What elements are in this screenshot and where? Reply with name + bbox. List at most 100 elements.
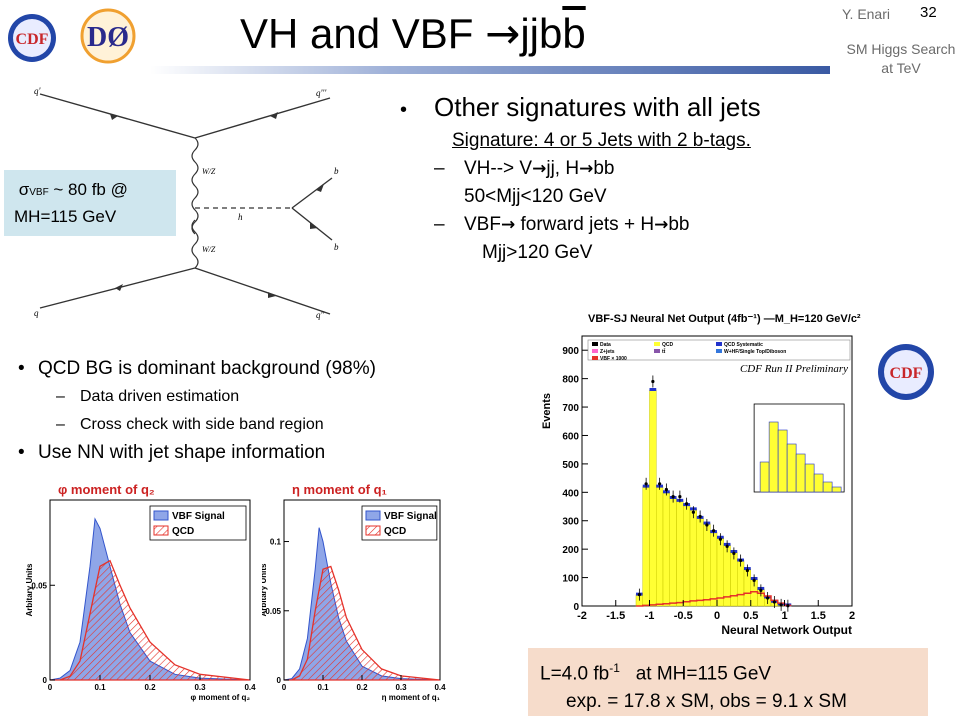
y-axis-label: Arbitary Units: [262, 563, 268, 616]
y-tick-label: 300: [562, 517, 579, 528]
sigma-symbol: σ: [18, 180, 30, 199]
label-b-2: b: [334, 242, 339, 252]
bar-qcd: [683, 504, 691, 607]
feynman-diagram: q' q''' W/Z h b b W/Z q q'': [34, 86, 339, 320]
inset-bar: [768, 421, 779, 493]
chart-title: η moment of q₁: [292, 482, 387, 497]
sub-bullet-vh: – VH--> V→jj, H→bb: [434, 158, 615, 179]
x-tick-label: 0.1: [317, 683, 329, 692]
series-qcd: [284, 565, 441, 681]
y-tick-label: 200: [562, 545, 579, 556]
quark-line-out-top: [194, 97, 331, 139]
legend-label-qcd: QCD: [384, 526, 406, 537]
x-tick-label: -0.5: [674, 610, 693, 622]
y-axis-label: Events: [541, 393, 553, 429]
x-tick-label: 0: [714, 610, 720, 622]
bullet-other-signatures: • Other signatures with all jets: [400, 92, 761, 122]
legend-label: VBF × 1000: [600, 356, 627, 362]
bar-qcd: [689, 509, 697, 607]
x-tick-label: 0.5: [743, 610, 758, 622]
sigma-subscript: VBF: [29, 187, 49, 198]
legend-swatch-vbf: [153, 510, 169, 521]
y-tick-label: 0: [43, 676, 48, 685]
arrow-icon: →: [532, 159, 547, 179]
legend-swatch: [592, 356, 598, 360]
inset-bar: [822, 481, 833, 493]
right-bullet-list: • Other signatures with all jets Signatur…: [400, 90, 920, 267]
bar-qcd: [737, 560, 745, 607]
series-qcd: [50, 559, 251, 681]
y-tick-label: 700: [562, 403, 579, 414]
x-tick-label: 0.4: [434, 683, 446, 692]
bullet-use-nn: Use NN with jet shape information: [14, 439, 494, 467]
y-tick-label: 100: [562, 574, 579, 585]
legend-label: Z+jets: [600, 349, 615, 355]
cdf-logo-small-text: CDF: [890, 365, 923, 382]
bar-qcd: [642, 486, 650, 607]
x-tick-label: 1: [781, 610, 787, 622]
y-tick-label: 0: [573, 602, 579, 613]
x-tick-label: -1.5: [606, 610, 625, 622]
sigma-line-2: MH=115 GeV: [14, 207, 117, 226]
chart-title: φ moment of q₂: [58, 482, 155, 497]
sub-bullet-cross-check: Cross check with side band region: [14, 411, 494, 439]
label-q: q: [34, 308, 39, 318]
inset-bar: [777, 429, 788, 493]
page-number: 32: [920, 4, 937, 21]
legend-swatch-qcd: [365, 525, 381, 536]
x-axis-label: φ moment of q₂: [191, 693, 251, 702]
inset-bar: [786, 443, 797, 493]
bar-qcd: [656, 486, 664, 607]
x-tick-label: 0: [282, 683, 287, 692]
nn-output-plot: -2 -1.5 -1 -0.5 0 0.5 1 1.5 2 0 100 200 300 400 500 600…: [541, 313, 861, 637]
sigma-rest: ~ 80 fb @: [48, 180, 128, 199]
bar-qcd: [716, 537, 724, 607]
bar-qcd: [703, 523, 711, 607]
title-bbar: b: [562, 10, 586, 57]
d0-logo-text: DØ: [87, 22, 129, 53]
label-wz-bottom: W/Z: [202, 245, 216, 254]
cdf-logo-icon: CDF: [8, 14, 56, 62]
vh-mass-range: 50<Mjj<120 GeV: [464, 186, 607, 207]
phi-moment-plot: 0 0.1 0.2 0.3 0.4 0 0.05 φ moment of q₂ VBF Sign…: [25, 482, 256, 702]
vbf-mass-cut: Mjj>120 GeV: [482, 242, 593, 263]
series-vbf-x1000: [636, 591, 792, 607]
title-arrow-icon: →: [485, 9, 521, 58]
y-tick-label: 400: [562, 488, 579, 499]
bar-qcd: [676, 500, 684, 607]
x-tick-label: 0.1: [94, 683, 106, 692]
legend-label: tt̄: [662, 349, 666, 355]
x-tick-label: 0.2: [144, 683, 156, 692]
inset-bar: [759, 461, 770, 493]
x-tick-label: 2: [849, 610, 855, 622]
band-qcd-systematic: [649, 388, 657, 391]
arrow-icon: →: [579, 159, 594, 179]
w-z-boson-bottom: [191, 219, 199, 269]
legend-label: QCD: [662, 342, 674, 348]
legend-label: W+HF/Single Top/Diboson: [724, 349, 786, 355]
y-tick-label: 0.05: [31, 581, 47, 590]
y-tick-label: 0.05: [265, 607, 281, 616]
x-tick-label: -2: [577, 610, 587, 622]
slide-title: VH and VBF →jjbb: [240, 8, 740, 60]
y-tick-label: 900: [562, 346, 579, 357]
sub-bullet-data-driven: Data driven estimation: [14, 383, 494, 411]
lumi-line-1: L=4.0 fb-1 at MH=115 GeV: [540, 661, 772, 685]
x-tick-label: -1: [645, 610, 655, 622]
cdf-logo-text: CDF: [16, 31, 49, 48]
legend-swatch: [654, 342, 660, 346]
eta-moment-plot: 0 0.1 0.2 0.3 0.4 0 0.05 0.1 η moment of q₁ VBF S…: [262, 482, 446, 702]
bar-qcd: [696, 517, 704, 607]
luminosity-box: L=4.0 fb-1 at MH=115 GeV exp. = 17.8 x S…: [528, 648, 928, 716]
signature-line: Signature: 4 or 5 Jets with 2 b-tags.: [452, 130, 751, 151]
bar-qcd: [649, 389, 657, 607]
x-axis-label: Neural Network Output: [721, 623, 852, 637]
y-tick-label: 600: [562, 431, 579, 442]
title-main: VH and VBF: [240, 10, 486, 57]
y-tick-label: 0: [277, 676, 282, 685]
inset-bar: [831, 486, 842, 493]
legend-swatch-qcd: [153, 525, 169, 536]
bar-qcd: [662, 492, 670, 607]
w-z-boson-top: [191, 137, 199, 235]
x-tick-label: 0.3: [395, 683, 407, 692]
